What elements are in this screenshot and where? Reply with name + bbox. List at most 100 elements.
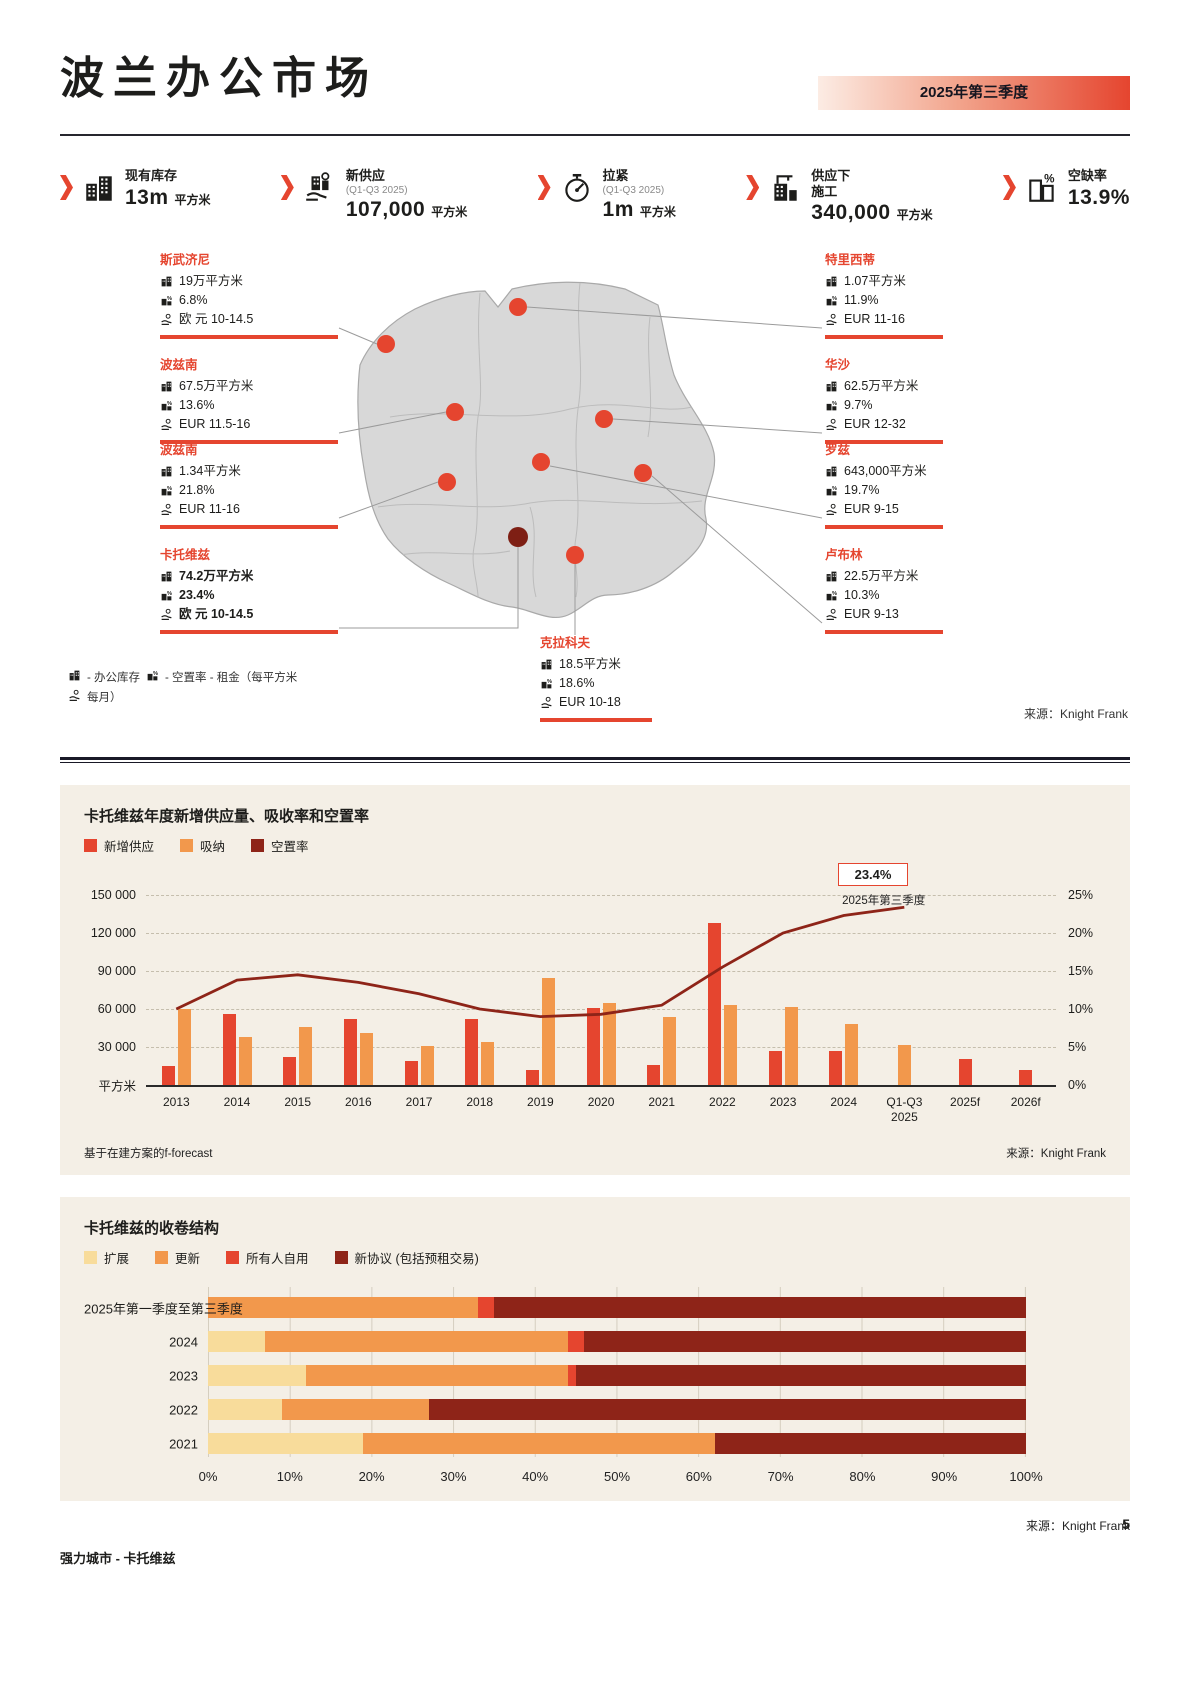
kpi-row: 现有库存 13m 平方米 新供应 (Q1-Q3 2025) 107,000 平方米 拉紧 (Q1… [60, 168, 1130, 225]
chart1: 150 000 120 000 90 000 60 000 30 000 平方米 23.4… [84, 863, 1106, 1125]
city-stock: 1.07平方米 [844, 274, 906, 289]
x-axis-tick: 2026f [1010, 1095, 1041, 1110]
kpi-value-row: 1m 平方米 [603, 198, 676, 222]
stacked-row-2023: 2023 [169, 1365, 1026, 1387]
segment-更新 [265, 1331, 568, 1353]
row-label: 2022 [169, 1402, 198, 1418]
kpi-label: 供应下 [811, 168, 851, 183]
city-name: 华沙 [825, 358, 851, 373]
kpi-label: 现有库存 [125, 168, 178, 183]
x-axis-tick: 80% [849, 1469, 876, 1485]
kpi-text: 拉紧 (Q1-Q3 2025) 1m 平方米 [603, 168, 676, 222]
office-stock-icon [825, 465, 838, 478]
bar-group-2019 [510, 895, 571, 1086]
chevron-icon [746, 175, 760, 200]
bar-group-2015 [267, 895, 328, 1086]
kpi-value-row: 13.9% [1068, 186, 1130, 210]
x-axis-tick: 2024 [830, 1095, 858, 1110]
vacancy-rate-icon: % [1025, 171, 1059, 205]
city-underline [160, 524, 338, 529]
svg-text:%: % [832, 591, 837, 597]
city-card-tricity: 特里西蒂 1.07平方米% 11.9% EUR 11-16 [825, 252, 943, 339]
y-axis-tick-right: 0% [1068, 1078, 1087, 1093]
city-rent-row: 欧 元 10-14.5 [160, 310, 338, 329]
kpi-item-0: 现有库存 13m 平方米 [60, 168, 211, 225]
connector-lines [338, 306, 823, 636]
city-rent-row: EUR 10-18 [540, 693, 652, 712]
y-axis-tick-right: 10% [1068, 1002, 1094, 1017]
city-marker-szczecin [377, 335, 395, 354]
bar-新增供应-2023 [768, 1051, 782, 1086]
kpi-item-4: % 空缺率 13.9% [1002, 168, 1130, 225]
new-supply-icon [303, 171, 337, 205]
x-axis-tick: 2020 [587, 1095, 615, 1110]
city-vacancy: 23.4% [179, 587, 215, 602]
segment-新协议 (包括预租交易) [576, 1365, 1026, 1387]
kpi-unit: 平方米 [896, 208, 933, 223]
bar-group-2023 [753, 895, 814, 1086]
bar-group-2026f [995, 895, 1056, 1086]
city-stock: 67.5万平方米 [179, 379, 254, 394]
map-legend-stock-label: - 办公库存 [87, 672, 141, 685]
chart1-legend-item-1: 吸纳 [180, 836, 225, 855]
x-axis-tick: 0% [198, 1469, 218, 1485]
city-vacancy: 21.8% [179, 482, 215, 497]
x-axis-tick: 2016 [345, 1095, 372, 1110]
bar-group-Q1-Q3 2025 [874, 895, 935, 1086]
x-axis-tick: 2018 [466, 1095, 494, 1110]
bar-吸纳-2019 [541, 977, 555, 1086]
kpi-sub-label: (Q1-Q3 2025) [602, 184, 665, 196]
map-section: - 办公库存 % - 空置率 - 租金（每平方米 每月） 来源：Knight F… [60, 247, 1130, 747]
chart2-legend-item-3: 新协议 (包括预租交易) [334, 1248, 479, 1267]
svg-text:%: % [547, 679, 552, 685]
footer-title: 强力城市 - 卡托维兹 [60, 1551, 176, 1566]
map-legend-row-2: 每月） [68, 687, 297, 707]
x-axis-tick: 50% [603, 1469, 631, 1485]
svg-text:%: % [832, 486, 837, 492]
kpi-label: 拉紧 [602, 168, 629, 183]
svg-text:%: % [167, 401, 172, 407]
kpi-value: 13.9% [1067, 185, 1130, 209]
x-axis-tick: 2015 [284, 1095, 312, 1110]
city-rent: EUR 11.5-16 [179, 416, 251, 431]
x-axis-tick: 2014 [223, 1095, 251, 1110]
office-stock-icon [160, 275, 173, 288]
city-stock-row: 1.07平方米 [825, 272, 943, 291]
city-card-katowice: 卡托维兹 74.2万平方米% 23.4% 欧 元 10-14.5 [160, 547, 338, 634]
city-stock-row: 18.5平方米 [540, 655, 652, 674]
vacancy-rate-icon: % [825, 294, 838, 307]
city-stock: 74.2万平方米 [179, 569, 254, 584]
chart2-legend-item-2: 所有人自用 [226, 1248, 309, 1267]
map-legend-row-1: - 办公库存 % - 空置率 - 租金（每平方米 [68, 667, 297, 687]
segment-更新 [363, 1433, 716, 1455]
kpi-text: 供应下 施工 340,000 平方米 [811, 168, 932, 225]
segment-新协议 (包括预租交易) [494, 1297, 1026, 1319]
bar-吸纳-2014 [238, 1037, 252, 1086]
kpi-text: 新供应 (Q1-Q3 2025) 107,000 平方米 [346, 168, 467, 222]
bar-吸纳-2017 [420, 1045, 434, 1086]
city-underline [160, 439, 338, 444]
city-rent: EUR 9-13 [844, 606, 899, 621]
row-label: 2024 [169, 1334, 198, 1350]
segment-扩展 [208, 1399, 282, 1421]
vacancy-rate-icon: % [160, 589, 173, 602]
city-card-wroclaw: 波兹南 1.34平方米% 21.8% EUR 11-16 [160, 442, 338, 529]
rent-hand-icon [825, 503, 838, 516]
map-legend-rent-label: 每月） [87, 692, 122, 705]
city-name: 波兹南 [160, 443, 198, 458]
y-axis-tick-right: 25% [1068, 888, 1094, 903]
city-card-krakow: 克拉科夫 18.5平方米% 18.6% EUR 10-18 [540, 635, 652, 722]
segment-更新 [208, 1297, 478, 1319]
chart1-bar-groups [146, 895, 1056, 1086]
bar-新增供应-2019 [525, 1070, 539, 1086]
bar-吸纳-Q1-Q3 2025 [897, 1044, 911, 1086]
city-rent: EUR 12-32 [844, 416, 906, 431]
office-stock-icon [68, 669, 81, 685]
city-underline [160, 334, 338, 339]
city-marker-lublin [634, 464, 652, 483]
x-axis-tick: 60% [685, 1469, 712, 1485]
rent-hand-icon [160, 608, 173, 621]
bar-吸纳-2020 [602, 1002, 616, 1086]
x-axis-tick: 2023 [769, 1095, 797, 1110]
y-axis-unit: 平方米 [98, 1079, 136, 1094]
